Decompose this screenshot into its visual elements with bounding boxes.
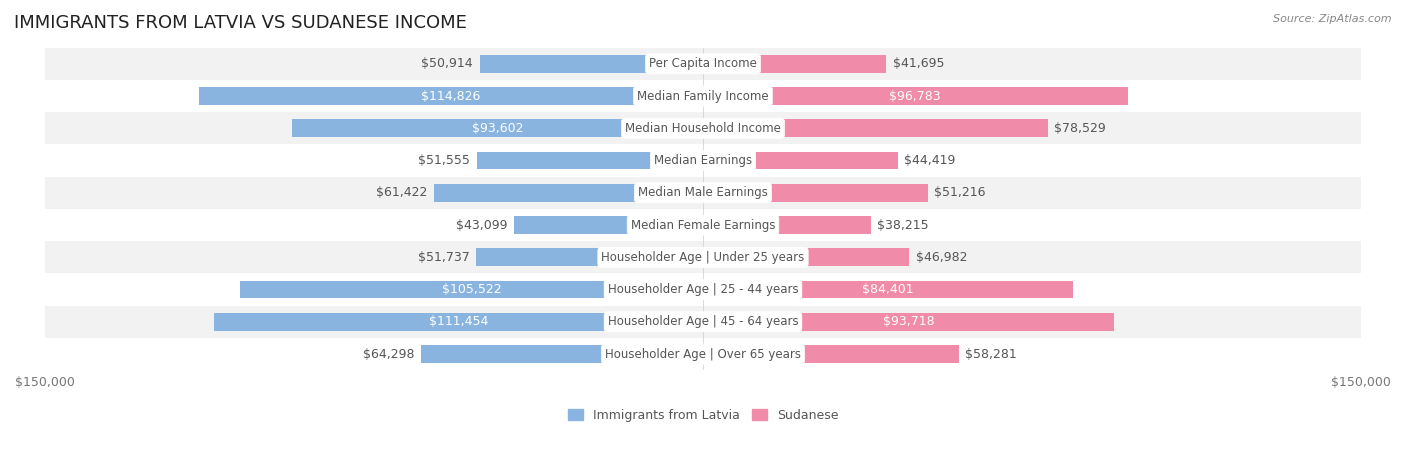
- Bar: [45, 80, 1361, 112]
- Text: Source: ZipAtlas.com: Source: ZipAtlas.com: [1274, 14, 1392, 24]
- Bar: [45, 306, 1361, 338]
- Bar: [703, 55, 886, 73]
- Bar: [703, 216, 870, 234]
- Text: $105,522: $105,522: [441, 283, 502, 296]
- Text: Median Household Income: Median Household Income: [626, 122, 780, 135]
- Bar: [703, 313, 1114, 331]
- Bar: [45, 241, 1361, 274]
- Text: Householder Age | Under 25 years: Householder Age | Under 25 years: [602, 251, 804, 264]
- Text: $51,555: $51,555: [419, 154, 470, 167]
- Bar: [433, 184, 703, 202]
- Bar: [45, 338, 1361, 370]
- Text: Median Female Earnings: Median Female Earnings: [631, 219, 775, 232]
- Text: IMMIGRANTS FROM LATVIA VS SUDANESE INCOME: IMMIGRANTS FROM LATVIA VS SUDANESE INCOM…: [14, 14, 467, 32]
- Text: Householder Age | 45 - 64 years: Householder Age | 45 - 64 years: [607, 315, 799, 328]
- Text: $111,454: $111,454: [429, 315, 488, 328]
- Text: Householder Age | Over 65 years: Householder Age | Over 65 years: [605, 347, 801, 361]
- Bar: [703, 184, 928, 202]
- Bar: [420, 345, 703, 363]
- Bar: [515, 216, 703, 234]
- Bar: [479, 55, 703, 73]
- Bar: [240, 281, 703, 298]
- Text: Householder Age | 25 - 44 years: Householder Age | 25 - 44 years: [607, 283, 799, 296]
- Text: $46,982: $46,982: [915, 251, 967, 264]
- Text: $96,783: $96,783: [890, 90, 941, 103]
- Text: $84,401: $84,401: [862, 283, 914, 296]
- Text: $64,298: $64,298: [363, 347, 415, 361]
- Text: $58,281: $58,281: [966, 347, 1017, 361]
- Bar: [477, 248, 703, 266]
- Bar: [45, 144, 1361, 177]
- Text: $51,737: $51,737: [418, 251, 470, 264]
- Bar: [45, 274, 1361, 306]
- Bar: [200, 87, 703, 105]
- Bar: [703, 120, 1047, 137]
- Text: $78,529: $78,529: [1054, 122, 1107, 135]
- Bar: [214, 313, 703, 331]
- Bar: [703, 87, 1128, 105]
- Bar: [45, 209, 1361, 241]
- Text: $50,914: $50,914: [422, 57, 472, 71]
- Bar: [45, 48, 1361, 80]
- Text: $51,216: $51,216: [934, 186, 986, 199]
- Legend: Immigrants from Latvia, Sudanese: Immigrants from Latvia, Sudanese: [568, 409, 838, 422]
- Text: $41,695: $41,695: [893, 57, 943, 71]
- Bar: [703, 345, 959, 363]
- Bar: [703, 152, 898, 170]
- Bar: [703, 248, 910, 266]
- Bar: [45, 177, 1361, 209]
- Bar: [292, 120, 703, 137]
- Text: $93,602: $93,602: [472, 122, 523, 135]
- Bar: [45, 112, 1361, 144]
- Text: $114,826: $114,826: [422, 90, 481, 103]
- Text: Median Earnings: Median Earnings: [654, 154, 752, 167]
- Text: Median Family Income: Median Family Income: [637, 90, 769, 103]
- Text: $38,215: $38,215: [877, 219, 929, 232]
- Bar: [477, 152, 703, 170]
- Text: $44,419: $44,419: [904, 154, 956, 167]
- Text: Median Male Earnings: Median Male Earnings: [638, 186, 768, 199]
- Text: $93,718: $93,718: [883, 315, 935, 328]
- Text: Per Capita Income: Per Capita Income: [650, 57, 756, 71]
- Bar: [703, 281, 1073, 298]
- Text: $61,422: $61,422: [375, 186, 427, 199]
- Text: $43,099: $43,099: [456, 219, 508, 232]
